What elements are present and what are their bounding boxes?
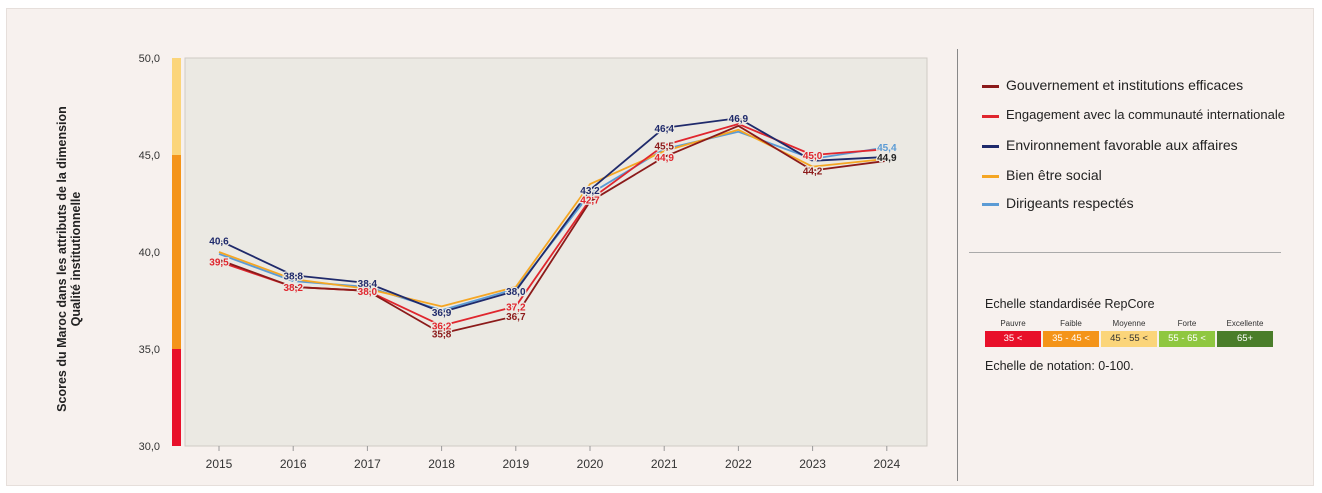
legend-label: Dirigeants respectés [1006, 195, 1134, 211]
data-label: 42,7 [580, 196, 600, 207]
data-label: 38,4 [358, 279, 378, 290]
x-tick-label: 2018 [428, 457, 455, 471]
y-axis-title-line-2: Qualité institutionnelle [69, 191, 83, 327]
legend-label: Engagement avec la communauté internatio… [1006, 107, 1285, 122]
scale-level-name: Moyenne [1112, 319, 1146, 328]
data-label: 38,0 [358, 287, 378, 298]
scale-level: Moyenne 45 - 55 < [1101, 319, 1157, 347]
y-axis-title-line-1: Scores du Maroc dans les attributs de la… [55, 106, 69, 412]
x-tick-label: 2021 [651, 457, 678, 471]
series-line [218, 117, 887, 314]
data-label: 43,2 [580, 186, 600, 197]
scale-level-range: 45 - 55 < [1101, 331, 1157, 347]
scale-level: Excellente 65+ [1217, 319, 1273, 347]
legend-separator [957, 49, 958, 481]
chart-panel: 30,0 35,0 40,0 45,0 50,0 2015 2016 2017 2018 2019… [6, 8, 1314, 486]
x-tick-label: 2022 [725, 457, 752, 471]
legend-swatch [982, 145, 999, 148]
x-tick-label: 2017 [354, 457, 381, 471]
data-label: 39,5 [209, 258, 229, 269]
legend-item: Bien être social [982, 167, 1312, 187]
y-tick-label: 40,0 [139, 247, 160, 259]
data-label: 40,6 [209, 236, 229, 247]
data-label: 37,2 [506, 302, 526, 313]
x-tick-label: 2024 [873, 457, 900, 471]
legend-label: Gouvernement et institutions efficaces [1006, 77, 1244, 93]
legend-swatch [982, 175, 999, 178]
data-label: 46,4 [654, 124, 674, 135]
scale-level-range: 35 < [985, 331, 1041, 347]
legend-swatch [982, 115, 999, 118]
y-axis-title: Scores du Maroc dans les attributs de la… [55, 94, 83, 424]
data-label: 35,8 [432, 329, 452, 340]
scale-band [172, 349, 181, 446]
scale-level-range: 55 - 65 < [1159, 331, 1215, 347]
legend-item: Engagement avec la communauté internatio… [982, 107, 1312, 127]
legend-item: Gouvernement et institutions efficaces [982, 77, 1312, 97]
data-label: 45,0 [803, 151, 823, 162]
x-tick-label: 2020 [577, 457, 604, 471]
scale-title: Echelle standardisée RepCore [985, 297, 1155, 311]
scale-level-name: Excellente [1226, 319, 1264, 328]
data-label: 45,4 [877, 143, 897, 154]
data-label: 44,2 [803, 167, 823, 178]
scale-level-name: Faible [1060, 319, 1082, 328]
scale-band [172, 155, 181, 349]
scale-level-range: 65+ [1217, 331, 1273, 347]
scale-band [172, 58, 181, 155]
y-tick-label: 50,0 [139, 53, 160, 65]
data-label: 46,9 [729, 114, 749, 125]
scale-level-name: Pauvre [1000, 319, 1026, 328]
legend-item: Dirigeants respectés [982, 195, 1312, 215]
series-line [218, 125, 887, 335]
scale-level-name: Forte [1177, 319, 1197, 328]
y-tick-label: 35,0 [139, 344, 160, 356]
data-label: 38,2 [283, 283, 303, 294]
data-label: 36,2 [432, 322, 452, 333]
scale-note: Echelle de notation: 0-100. [985, 359, 1134, 373]
x-tick-label: 2015 [206, 457, 233, 471]
legend-swatch [982, 85, 999, 88]
data-label: 44,9 [877, 153, 897, 164]
legend-divider [969, 252, 1281, 253]
legend-swatch [982, 203, 999, 206]
data-label: 44,9 [654, 153, 674, 164]
chart-canvas: 30,0 35,0 40,0 45,0 50,0 2015 2016 2017 2018 2019… [139, 53, 928, 471]
scale-level-range: 35 - 45 < [1043, 331, 1099, 347]
x-tick-label: 2023 [799, 457, 826, 471]
data-label: 38,0 [506, 287, 526, 298]
plot-area [184, 57, 928, 447]
rating-scale: Echelle standardisée RepCore Pauvre 35 <… [985, 297, 1273, 373]
x-tick-label: 2016 [280, 457, 307, 471]
legend-label: Environnement favorable aux affaires [1006, 137, 1238, 153]
scale-level: Pauvre 35 < [985, 319, 1041, 347]
x-tick-label: 2019 [502, 457, 529, 471]
legend-label: Bien être social [1006, 167, 1102, 183]
y-tick-label: 30,0 [139, 441, 160, 453]
data-label: 45,5 [654, 141, 674, 152]
data-label: 36,7 [506, 312, 526, 323]
data-label: 38,8 [283, 271, 303, 282]
legend-item: Environnement favorable aux affaires [982, 137, 1312, 157]
scale-level: Faible 35 - 45 < [1043, 319, 1099, 347]
scale-level: Forte 55 - 65 < [1159, 319, 1215, 347]
y-tick-label: 45,0 [139, 150, 160, 162]
data-label: 36,9 [432, 308, 452, 319]
